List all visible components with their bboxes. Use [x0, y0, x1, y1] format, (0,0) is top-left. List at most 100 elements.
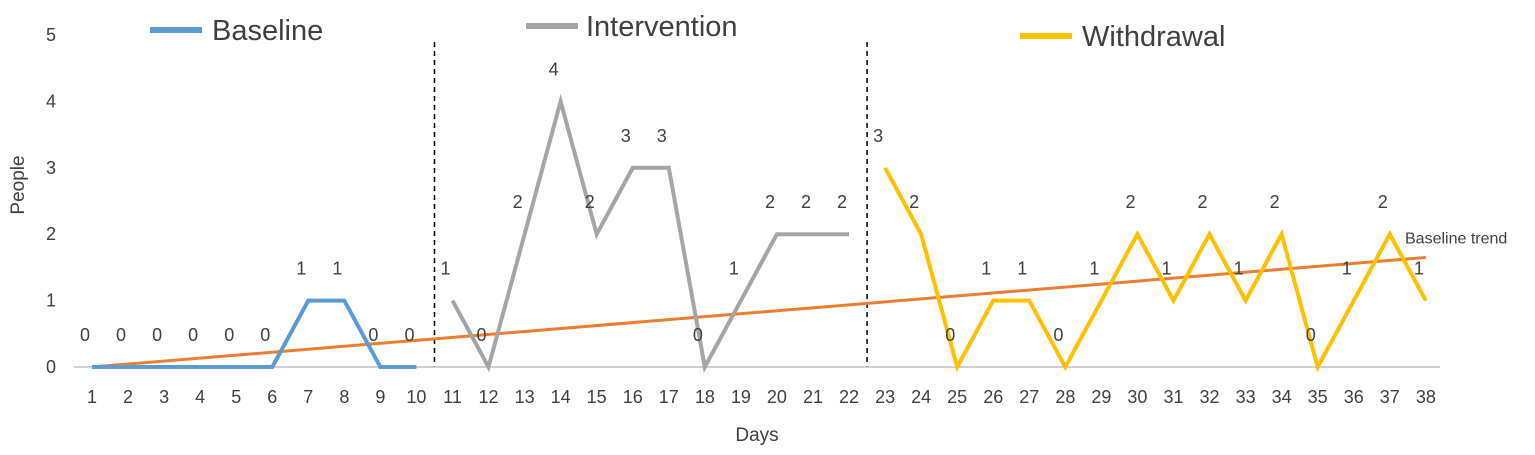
- x-tick-label: 13: [515, 387, 535, 407]
- x-tick-label: 32: [1200, 387, 1220, 407]
- data-label: 1: [1342, 259, 1352, 279]
- data-label: 1: [1017, 259, 1027, 279]
- x-tick-label: 3: [159, 387, 169, 407]
- legend-label-withdrawal: Withdrawal: [1082, 21, 1225, 53]
- x-tick-label: 29: [1091, 387, 1111, 407]
- x-tick-label: 25: [947, 387, 967, 407]
- x-tick-label: 38: [1416, 387, 1436, 407]
- y-tick-label: 5: [46, 25, 56, 45]
- data-label: 2: [765, 192, 775, 212]
- data-label: 0: [224, 325, 234, 345]
- series-line-baseline: [92, 298, 417, 369]
- x-tick-label: 16: [623, 387, 643, 407]
- baseline-trend-line: [91, 255, 1426, 369]
- x-tick-label: 26: [983, 387, 1003, 407]
- data-label: 0: [477, 325, 487, 345]
- x-tick-label: 7: [303, 387, 313, 407]
- y-axis-title: People: [8, 155, 29, 214]
- data-label: 0: [693, 325, 703, 345]
- data-label: 3: [657, 126, 667, 146]
- data-label: 0: [188, 325, 198, 345]
- x-tick-label: 36: [1344, 387, 1364, 407]
- data-label: 2: [801, 192, 811, 212]
- data-label: 2: [909, 192, 919, 212]
- data-label: 0: [404, 325, 414, 345]
- x-tick-label: 6: [267, 387, 277, 407]
- x-tick-label: 14: [551, 387, 571, 407]
- data-label: 0: [945, 325, 955, 345]
- baseline-trend-label: Baseline trend: [1405, 230, 1507, 247]
- data-label: 0: [260, 325, 270, 345]
- x-tick-label: 1: [87, 387, 97, 407]
- x-tick-label: 23: [875, 387, 895, 407]
- data-label: 1: [296, 259, 306, 279]
- data-label: 0: [116, 325, 126, 345]
- series-line-intervention: [450, 93, 849, 373]
- x-tick-label: 15: [587, 387, 607, 407]
- x-tick-label: 33: [1236, 387, 1256, 407]
- x-tick-label: 11: [443, 387, 462, 407]
- data-label: 2: [513, 192, 523, 212]
- trend-layer: Baseline trend: [91, 230, 1507, 369]
- x-tick-label: 31: [1163, 387, 1183, 407]
- y-tick-label: 1: [46, 291, 56, 311]
- x-tick-label: 12: [479, 387, 499, 407]
- data-label: 0: [1306, 325, 1316, 345]
- x-tick-label: 10: [406, 387, 426, 407]
- data-label: 2: [1125, 192, 1135, 212]
- data-label: 4: [549, 59, 559, 79]
- x-tick-label: 35: [1308, 387, 1328, 407]
- x-tick-label: 37: [1380, 387, 1400, 407]
- data-label: 0: [80, 325, 90, 345]
- x-tick-label: 18: [695, 387, 715, 407]
- data-label: 3: [621, 126, 631, 146]
- series-layer: [92, 93, 1428, 373]
- data-label: 0: [368, 325, 378, 345]
- data-label: 0: [1053, 325, 1063, 345]
- series-line-withdrawal: [883, 166, 1428, 373]
- phase-dividers: [433, 42, 868, 367]
- x-tick-label: 27: [1019, 387, 1039, 407]
- data-label: 2: [1198, 192, 1208, 212]
- x-tick-label: 19: [731, 387, 751, 407]
- x-tick-label: 2: [123, 387, 133, 407]
- x-tick-label: 20: [767, 387, 787, 407]
- data-labels: 0 0 0 0 0 0 1 1 0 0 1 0 2 4 2 3 3 0 1 2 2 2 3 2 0 1 1 0 1 2 1 2 1 2 0 1 2 1: [80, 59, 1424, 345]
- x-axis-title: Days: [735, 425, 778, 446]
- x-tick-label: 30: [1127, 387, 1147, 407]
- data-label: 2: [1270, 192, 1280, 212]
- x-tick-label: 34: [1272, 387, 1292, 407]
- y-tick-label: 4: [46, 91, 56, 111]
- legend-label-intervention: Intervention: [586, 11, 738, 43]
- data-label: 1: [440, 259, 450, 279]
- y-tick-label: 3: [46, 158, 56, 178]
- data-label: 1: [729, 259, 739, 279]
- data-label: 1: [332, 259, 342, 279]
- x-tick-label: 9: [375, 387, 385, 407]
- legend: Baseline Intervention Withdrawal: [150, 11, 1225, 53]
- data-label: 1: [1161, 259, 1171, 279]
- data-label: 2: [837, 192, 847, 212]
- x-tick-label: 24: [911, 387, 931, 407]
- y-tick-label: 2: [46, 224, 56, 244]
- x-tick-label: 5: [231, 387, 241, 407]
- x-tick-label: 22: [839, 387, 859, 407]
- data-label: 1: [981, 259, 991, 279]
- data-label: 2: [585, 192, 595, 212]
- data-label: 2: [1378, 192, 1388, 212]
- data-label: 1: [1414, 259, 1424, 279]
- y-tick-label: 0: [46, 357, 56, 377]
- data-label: 3: [873, 126, 883, 146]
- data-label: 1: [1234, 259, 1244, 279]
- x-tick-label: 17: [659, 387, 679, 407]
- legend-label-baseline: Baseline: [212, 15, 323, 47]
- x-tick-label: 21: [803, 387, 823, 407]
- x-tick-label: 4: [195, 387, 205, 407]
- data-label: 1: [1089, 259, 1099, 279]
- x-tick-label: 8: [339, 387, 349, 407]
- x-tick-label: 28: [1055, 387, 1075, 407]
- data-label: 0: [152, 325, 162, 345]
